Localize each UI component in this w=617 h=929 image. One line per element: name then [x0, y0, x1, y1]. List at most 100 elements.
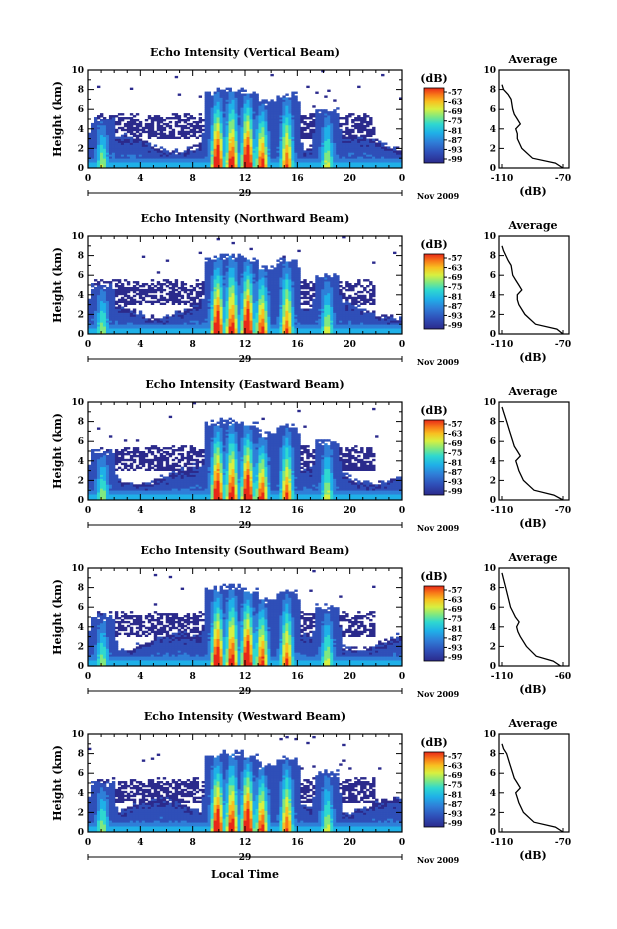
heatmap-cell	[117, 164, 122, 167]
heatmap-cell	[159, 322, 164, 325]
heatmap-cell	[135, 142, 140, 145]
heatmap-cell	[303, 294, 307, 298]
heatmap-cell	[312, 310, 316, 313]
heatmap-cell	[210, 285, 214, 288]
heatmap-cell	[204, 326, 209, 329]
heatmap-cell	[171, 330, 176, 333]
heatmap-cell	[207, 142, 212, 145]
heatmap-cell	[222, 273, 226, 276]
heatmap-cell	[345, 158, 349, 161]
heatmap-cell	[330, 136, 334, 139]
heatmap-cell	[366, 132, 370, 136]
heatmap-cell	[285, 162, 289, 165]
heatmap-cell	[303, 286, 307, 290]
heatmap-cell	[288, 144, 292, 147]
heatmap-cell	[240, 152, 244, 155]
heatmap-cell	[219, 259, 223, 262]
heatmap-cell	[252, 148, 256, 151]
heatmap-cell	[132, 320, 137, 323]
heatmap-cell	[213, 255, 217, 258]
heatmap-cell	[198, 119, 203, 122]
heatmap-cell	[93, 158, 98, 161]
heatmap-cell	[93, 126, 98, 130]
heatmap-cell	[120, 292, 125, 296]
heatmap-cell	[96, 304, 101, 307]
heatmap-cell	[234, 314, 238, 317]
heatmap-cell	[198, 310, 203, 313]
heatmap-cell	[174, 326, 179, 329]
heatmap-cell	[270, 271, 274, 274]
heatmap-cell	[246, 132, 250, 136]
heatmap-cell	[264, 166, 268, 169]
heatmap-cell	[264, 283, 268, 286]
heatmap-cell	[88, 304, 92, 307]
heatmap-cell	[210, 277, 214, 280]
heatmap-cell	[252, 308, 256, 311]
heatmap-cell	[153, 117, 158, 120]
heatmap-cell	[279, 300, 283, 304]
heatmap-cell	[294, 164, 298, 167]
heatmap-cell	[210, 126, 214, 130]
heatmap-cell	[318, 109, 322, 112]
heatmap-cell	[138, 128, 143, 132]
heatmap-cell	[174, 330, 179, 333]
heatmap-cell	[195, 120, 200, 124]
heatmap-cell	[216, 300, 220, 304]
heatmap-cell	[126, 286, 131, 290]
heatmap-cell	[240, 144, 244, 147]
heatmap-cell	[174, 158, 179, 161]
heatmap-cell	[240, 109, 244, 112]
heatmap-cell	[258, 150, 262, 153]
heatmap-cell	[294, 130, 298, 134]
heatmap-cell	[210, 162, 214, 165]
heatmap-cell	[267, 273, 271, 276]
heatmap-cell	[303, 134, 307, 138]
heatmap-cell	[114, 318, 119, 321]
heatmap-cell	[306, 124, 310, 128]
heatmap-cell	[88, 144, 92, 147]
heatmap-cell	[123, 288, 128, 292]
heatmap-cell	[363, 115, 367, 118]
heatmap-cell	[135, 164, 140, 167]
heatmap-cell	[330, 156, 334, 159]
heatmap-cell	[207, 154, 212, 157]
heatmap-cell	[93, 160, 98, 163]
heatmap-cell	[189, 296, 194, 300]
heatmap-cell	[309, 320, 313, 323]
heatmap-cell	[246, 283, 250, 286]
heatmap-cell	[249, 117, 253, 120]
heatmap-cell	[246, 126, 250, 130]
heatmap-cell	[381, 150, 385, 153]
heatmap-cell	[108, 281, 113, 284]
heatmap-cell	[141, 330, 146, 333]
heatmap-cell	[156, 152, 161, 155]
heatmap-cell	[183, 316, 188, 319]
heatmap-cell	[123, 154, 128, 157]
heatmap-cell	[225, 99, 229, 102]
heatmap-cell	[294, 296, 298, 300]
heatmap-cell	[297, 148, 301, 151]
heatmap-cell	[228, 324, 232, 327]
heatmap-cell	[315, 130, 319, 134]
heatmap-cell	[291, 148, 295, 151]
heatmap-cell	[312, 326, 316, 329]
heatmap-cell	[369, 156, 373, 159]
heatmap-cell	[240, 304, 244, 307]
heatmap-cell	[99, 140, 104, 143]
heatmap-cell	[375, 156, 379, 159]
heatmap-cell	[228, 132, 232, 136]
heatmap-cell	[90, 294, 95, 298]
heatmap-cell	[210, 328, 214, 331]
heatmap-cell	[291, 320, 295, 323]
heatmap-cell	[261, 136, 265, 139]
heatmap-cell	[321, 154, 325, 157]
heatmap-cell	[198, 134, 203, 138]
heatmap-cell	[243, 119, 247, 122]
heatmap-cell	[117, 279, 122, 282]
heatmap-cell	[270, 322, 274, 325]
heatmap-cell	[315, 117, 319, 120]
heatmap-cell	[216, 111, 220, 114]
heatmap-cell	[138, 318, 143, 321]
heatmap-cell	[90, 160, 95, 163]
heatmap-cell	[216, 126, 220, 130]
